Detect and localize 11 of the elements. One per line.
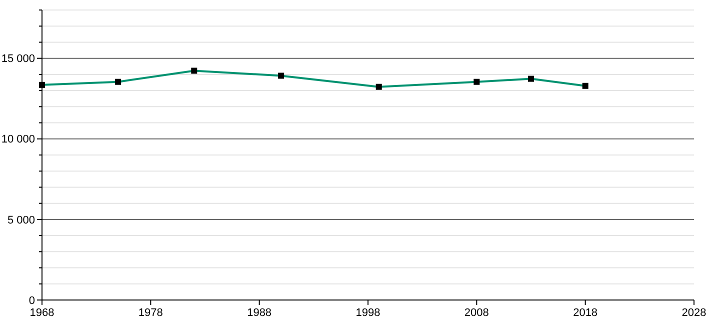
x-tick-label: 1988 xyxy=(247,307,272,319)
x-tick-label: 1978 xyxy=(138,307,163,319)
y-tick-label: 10 000 xyxy=(1,134,35,146)
y-tick-label: 15 000 xyxy=(1,53,35,66)
x-tick-label: 1998 xyxy=(356,307,380,319)
x-tick-label: 2018 xyxy=(573,307,598,319)
y-tick-label: 5 000 xyxy=(7,214,35,226)
x-tick-label: 2028 xyxy=(682,307,706,319)
x-tick-label: 2008 xyxy=(464,307,489,319)
x-tick-label: 1968 xyxy=(30,307,54,319)
y-tick-label: 0 xyxy=(28,294,35,307)
